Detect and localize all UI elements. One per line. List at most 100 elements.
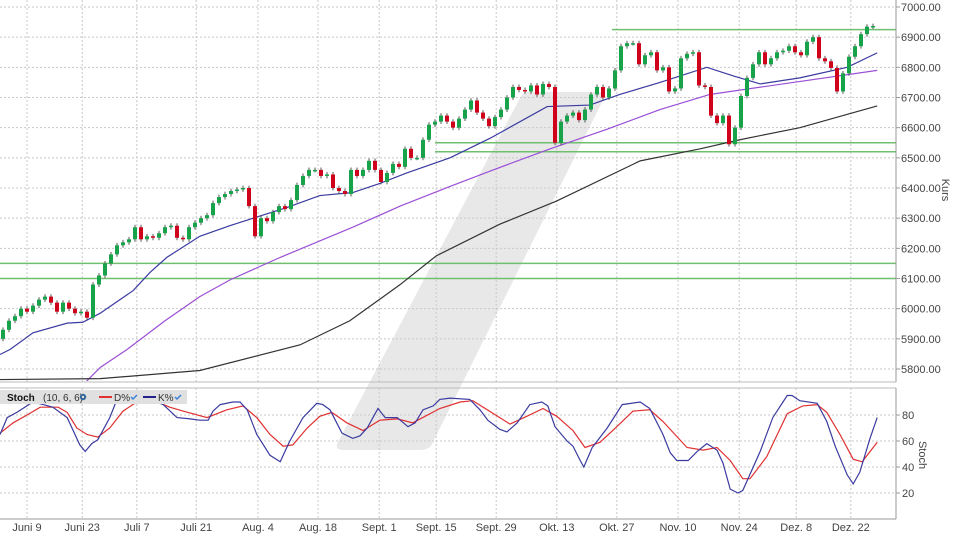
candle [589, 92, 593, 112]
candle [385, 170, 389, 185]
candle-body-up [811, 37, 815, 42]
candle-body-up [199, 218, 203, 223]
candle-body-up [463, 109, 467, 119]
candle-body-down [331, 174, 335, 189]
candle-body-up [421, 139, 425, 158]
candle-body-up [493, 117, 497, 127]
candle-body-down [535, 85, 539, 95]
candle-body-down [793, 46, 797, 53]
candle-body-up [109, 254, 113, 264]
date-tick-label: Juni 23 [64, 522, 99, 534]
candle-body-up [91, 284, 95, 318]
candle-body-up [499, 109, 503, 118]
candle [1, 327, 5, 342]
candle-body-down [601, 86, 605, 98]
candle [331, 172, 335, 191]
candle-body-up [193, 222, 197, 228]
candle-body-down [55, 302, 59, 312]
candle-body-up [625, 43, 629, 47]
candle-body-up [619, 46, 623, 71]
candle-body-down [553, 86, 557, 143]
candle [643, 52, 647, 67]
candle-body-up [847, 56, 851, 74]
candle-body-down [25, 308, 29, 312]
candle-body-up [1, 329, 5, 339]
candle-body-up [7, 320, 11, 330]
date-tick-label: Sept. 15 [416, 522, 457, 534]
price-tick-label: 6300.00 [901, 213, 941, 225]
candle [67, 300, 71, 312]
candle-body-up [415, 157, 419, 160]
candle [367, 158, 371, 173]
candle-body-up [529, 85, 533, 92]
legend-params[interactable]: (10, 6, 6) [43, 393, 83, 404]
candle [115, 242, 119, 257]
check-icon[interactable] [174, 394, 182, 401]
candle [319, 167, 323, 179]
candle [181, 235, 185, 242]
candle [31, 303, 35, 315]
date-tick-label: Juli 7 [124, 522, 150, 534]
candle [277, 203, 281, 215]
candle-body-down [487, 118, 491, 127]
moving-average-line [85, 69, 878, 381]
candle [253, 203, 257, 239]
candle [865, 24, 869, 37]
date-tick-label: Aug. 18 [299, 522, 337, 534]
candle [727, 113, 731, 147]
date-tick-label: Juni 9 [12, 522, 41, 534]
price-tick-label: 5800.00 [901, 364, 941, 376]
candle [43, 294, 47, 303]
stoch-axis-ticks: 80 60 40 20 [896, 410, 914, 500]
candle [349, 167, 353, 197]
candle-body-up [613, 70, 617, 89]
check-icon[interactable] [130, 394, 138, 401]
candle [553, 84, 557, 146]
candle [211, 200, 215, 218]
candle-body-down [67, 302, 71, 309]
candle-body-up [289, 200, 293, 210]
candle [829, 58, 833, 71]
candle [817, 34, 821, 61]
candle-body-down [823, 58, 827, 62]
candle [451, 119, 455, 131]
candle [601, 84, 605, 100]
candle [97, 273, 101, 287]
candle-body-up [277, 206, 281, 213]
candle-body-down [397, 163, 401, 167]
price-tick-label: 6400.00 [901, 183, 941, 195]
candle [505, 95, 509, 112]
candle [61, 300, 65, 315]
candle-body-up [229, 191, 233, 195]
candle [169, 223, 173, 230]
candle-body-up [307, 169, 311, 176]
candle-body-down [337, 188, 341, 192]
legend-d-label: D% [114, 393, 130, 404]
candle [679, 55, 683, 91]
candle-body-down [73, 308, 77, 314]
candle-body-up [595, 86, 599, 95]
price-tick-label: 5900.00 [901, 334, 941, 346]
candle [661, 64, 665, 73]
candle-body-up [565, 115, 569, 122]
candle-body-up [295, 184, 299, 201]
candle-body-up [787, 46, 791, 51]
candle-body-up [427, 124, 431, 140]
candle [613, 67, 617, 91]
candle [811, 34, 815, 45]
candle [763, 49, 767, 67]
candle-body-up [37, 299, 41, 306]
candle-body-down [481, 112, 485, 119]
candle [433, 119, 437, 128]
candle-body-up [31, 305, 35, 312]
candle-body-down [517, 86, 521, 90]
candle-body-up [661, 67, 665, 71]
candle [73, 306, 77, 316]
candle [787, 43, 791, 54]
date-tick-label: Juli 21 [180, 522, 212, 534]
gear-icon[interactable] [79, 393, 87, 401]
candle [757, 49, 761, 67]
candle [523, 87, 527, 94]
date-tick-label: Sept. 29 [476, 522, 517, 534]
candle [823, 55, 827, 64]
